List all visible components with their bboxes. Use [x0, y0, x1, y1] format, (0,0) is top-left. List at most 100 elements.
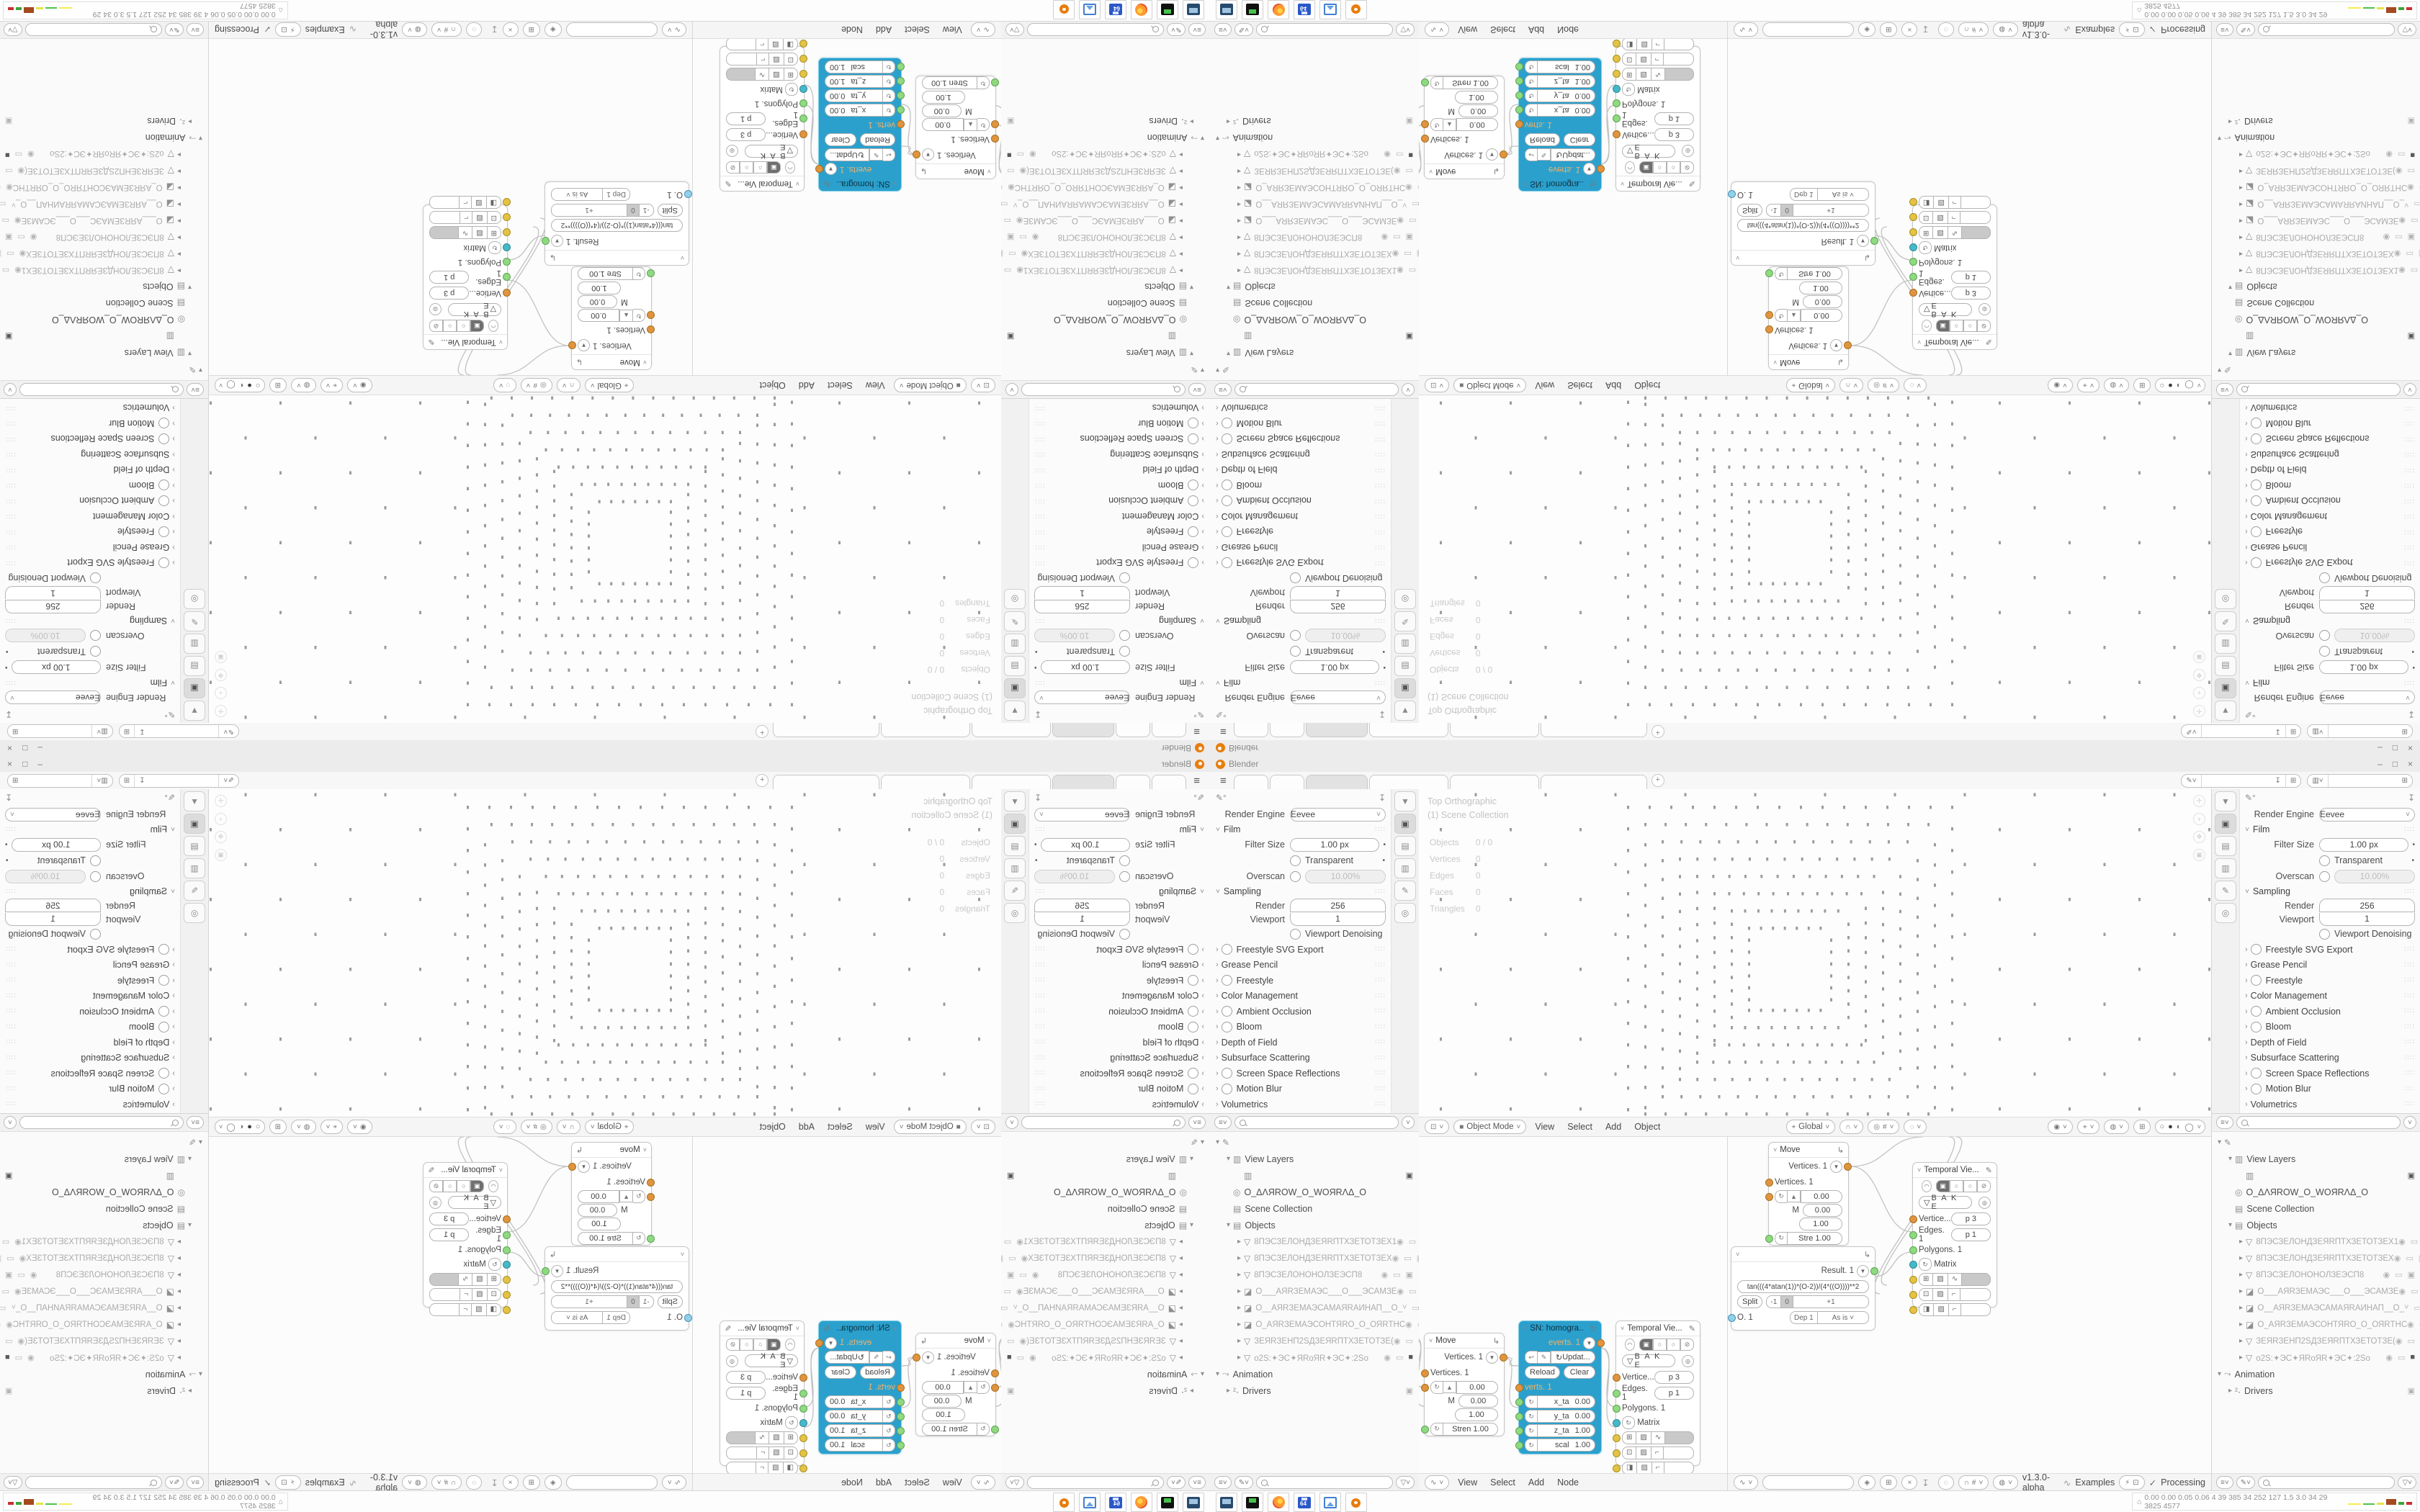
collapsed-panel[interactable]: › Depth of Field ∷∷ [1034, 464, 1204, 475]
outliner-row[interactable]: ▾ ⤳ Animation [145, 1369, 203, 1380]
collapsed-panel[interactable]: › Bloom ∷∷ [1216, 1021, 1386, 1032]
taskbar-screenshot-app[interactable] [1183, 0, 1204, 19]
node-tree-name-field[interactable] [1762, 22, 1855, 37]
collapsed-panel[interactable]: › Ambient Occlusion ∷∷ [1034, 1006, 1204, 1017]
overscan-field[interactable]: 10.00% [5, 869, 86, 883]
outliner-row[interactable]: ▤ Scene Collection [1107, 1203, 1187, 1214]
scene-filter-dropdown[interactable]: ✎˅ [165, 1476, 184, 1489]
display-mode-dropdown[interactable]: ≡˅ [2216, 1476, 2233, 1489]
menu-object[interactable]: Object [759, 380, 786, 390]
panel-checkbox[interactable] [158, 495, 170, 506]
scene-properties-tab[interactable]: ✎ [1004, 881, 1026, 901]
panel-checkbox[interactable] [158, 944, 170, 955]
outliner-row[interactable]: ▸▽8ПЭСЗЕЛОНДЗЕЯRПТХЗЕТОТЗЕХ1◉▭▣ [1003, 1236, 1183, 1247]
proportional-edit-button[interactable]: ◎ # ˅ [520, 1120, 552, 1134]
display-mode-dropdown[interactable]: ≡˅ [1188, 23, 1206, 36]
new-tree-button[interactable]: ⊞ [1880, 22, 1898, 37]
collapsed-panel[interactable]: › Color Management ∷∷ [5, 510, 175, 521]
clear-button[interactable]: Clear [1563, 1366, 1595, 1379]
output-properties-tab[interactable]: ▤ [1004, 836, 1026, 856]
menu-view[interactable]: View [1458, 1477, 1478, 1488]
panel-checkbox[interactable] [1221, 495, 1232, 506]
taskbar-blender[interactable] [1053, 0, 1075, 19]
eye-toggle[interactable]: ◠ [1922, 1179, 1932, 1192]
outliner-row[interactable]: ▸ ▽ 8ПЭСЗЕЛОНОНОЛЗЕЭСП8 ◉ ▭ ▣ [5, 1269, 182, 1280]
outliner-row[interactable]: ▸▽8ПЭСЗЕЛОНДЗЕЯRПТХЗЕТОТЗЕХ1◉▭▣ [1, 265, 182, 276]
editor-type-button[interactable]: ⊡ ˅ [970, 1120, 995, 1134]
plus-button[interactable]: +1 [551, 1295, 628, 1308]
collapsed-panel[interactable]: › Freestyle ∷∷ [1216, 526, 1386, 537]
collapsed-panel[interactable]: › Screen Space Reflections ∷∷ [1216, 433, 1386, 444]
outliner-row[interactable]: ▸◪О__АЯRЗЕМАЭСАМАЯRАИНАП__О_˅▭▣ [1001, 199, 1183, 210]
p-field[interactable]: p 1 [1950, 271, 1991, 284]
outliner-row[interactable]: ▾ ▤ Objects [143, 1220, 192, 1230]
collapsed-panel[interactable]: › Freestyle SVG Export ∷∷ [2245, 557, 2415, 568]
menu-select[interactable]: Select [1567, 1122, 1592, 1132]
outliner-row[interactable]: ▸ ▽ о2S:✦ЭС✦ЯRоЯR✦ЭС✦:2Sо ◉ ▭ ■ [5, 149, 182, 160]
maximize-button[interactable]: □ [22, 759, 28, 769]
display-toggle-group[interactable]: ▣ ○ ○ ⊘ [1936, 320, 1991, 333]
collapsed-panel[interactable]: › Volumetrics ∷∷ [1216, 1099, 1386, 1110]
p-field[interactable]: p 3 [429, 1212, 470, 1225]
filter-size-field[interactable]: 1.00 px [2319, 837, 2409, 852]
world-properties-tab[interactable]: ◎ [1394, 589, 1416, 609]
outliner-row[interactable]: ▸▽8ПЭСЗЕЛОНДЗЕЯRПТХЗЕТОТЗЕХ◉▭▣ [2215, 246, 2420, 262]
properties-filter-tab[interactable]: ▼ [1004, 701, 1026, 721]
p-field[interactable]: p 3 [1950, 1212, 1991, 1225]
outliner-row[interactable]: ▸ ▽ 8ПЭСЗЕЛОНОНОЛЗЕЭСП8 ◉ ▭ ▣ [1007, 1269, 1183, 1280]
outliner-row[interactable]: ▾ ✎ [1190, 364, 1205, 375]
panel-checkbox[interactable] [2250, 975, 2262, 986]
display-mode-dropdown[interactable]: ≡˅ [2216, 1116, 2233, 1129]
collapsed-panel[interactable]: › Depth of Field ∷∷ [2245, 464, 2415, 475]
display-mode-dropdown[interactable]: ≡˅ [1214, 1116, 1232, 1129]
examples-menu[interactable]: Examples [2075, 1477, 2115, 1488]
pin-icon[interactable]: ↧ [5, 793, 13, 803]
outliner-row[interactable]: ▸◪О_АЯRЗЕМАЭСОНТЯRО_О_ОЯRТНС◉▭▣ [0, 179, 205, 196]
proportional-edit-button[interactable]: ◎ # ˅ [1868, 378, 1900, 392]
scene-name-field[interactable] [2202, 725, 2271, 737]
extra-tool-button[interactable]: ◌ ˅ [493, 378, 516, 392]
collapsed-panel[interactable]: › Ambient Occlusion ∷∷ [2245, 495, 2415, 506]
eye-toggle[interactable]: ◠ [1625, 1338, 1635, 1351]
outliner-row[interactable]: ▾ ▤ Objects [1226, 282, 1276, 292]
outliner-row[interactable]: ▾ ✎ [188, 364, 203, 375]
collapsed-panel[interactable]: › Ambient Occlusion ∷∷ [1216, 1006, 1386, 1017]
viewport-gizmos[interactable]: ✛ + ✥ ▣ [215, 795, 227, 861]
collapsed-panel[interactable]: › Subsurface Scattering ∷∷ [1216, 1053, 1386, 1063]
collapsed-panel[interactable]: › Screen Space Reflections ∷∷ [2245, 433, 2415, 444]
world-properties-tab[interactable]: ◎ [2215, 589, 2236, 609]
viewport-denoising-checkbox[interactable] [1119, 928, 1130, 940]
collapsed-panel[interactable]: › Depth of Field ∷∷ [1034, 1037, 1204, 1048]
collapsed-panel[interactable]: › Subsurface Scattering ∷∷ [2245, 1053, 2415, 1063]
menu-select[interactable]: Select [1490, 24, 1515, 35]
outliner-row[interactable]: ▸ ▽ о2S:✦ЭС✦ЯRоЯR✦ЭС✦:2Sо ◉ ▭ ■ [1237, 1352, 1413, 1363]
world-properties-tab[interactable]: ◎ [184, 589, 205, 609]
maximize-button[interactable]: □ [2392, 743, 2398, 753]
snap-dropdown[interactable]: ∩ # ˅ [431, 22, 462, 37]
outliner-row[interactable]: ▾ ⤳ Animation [2217, 132, 2275, 144]
collapsed-panel[interactable]: › Color Management ∷∷ [2245, 991, 2415, 1002]
outliner-row[interactable]: ▸ ▽ 8ПЭСЗЕЛОНОНОЛЗЕЭСП8 ◉ ▭ ▣ [2238, 1269, 2415, 1280]
node-move-2[interactable]: ˅ Move ↳ Vertices. 1 ▼ Vertices. 1 ↻ ▲ 0.00 M… [1765, 266, 1852, 370]
collapsed-panel[interactable]: › Subsurface Scattering ∷∷ [2245, 449, 2415, 459]
collapsed-panel[interactable]: › Ambient Occlusion ∷∷ [1034, 495, 1204, 506]
outliner-row[interactable]: ▤ Scene Collection [1233, 1203, 1313, 1214]
outliner-row[interactable]: ▸ ²˖ Drivers ▣ [1007, 116, 1194, 127]
scene-filter-dropdown[interactable]: ✎˅ [1234, 23, 1253, 36]
outliner-row[interactable]: ▸ ▽ о2S:✦ЭС✦ЯRоЯR✦ЭС✦:2Sо ◉ ▭ ■ [1007, 149, 1183, 160]
update-button[interactable]: ↻ [857, 150, 864, 159]
properties-filter-tab[interactable]: ▼ [1394, 791, 1416, 811]
p-field[interactable]: p 1 [1950, 1228, 1991, 1241]
outliner-row[interactable]: ▥ ▣ [2215, 1167, 2420, 1184]
collapsed-panel[interactable]: › Subsurface Scattering ∷∷ [1034, 449, 1204, 459]
node-move-2[interactable]: ˅ Move ↳ Vertices. 1 ▼ Vertices. 1 ↻ ▲ 0.00 M… [1765, 1142, 1852, 1246]
collapsed-panel[interactable]: › Bloom ∷∷ [2245, 480, 2415, 491]
collapsed-panel[interactable]: › Screen Space Reflections ∷∷ [1034, 1068, 1204, 1079]
outliner-row[interactable]: ▸◪О_АЯRЗЕМАЭСОНТЯRО_О_ОЯRТНС◉▭▣ [1001, 1316, 1207, 1333]
extra-tool-button[interactable]: ◌ ˅ [1904, 378, 1927, 392]
panel-checkbox[interactable] [2250, 495, 2262, 506]
outliner-row[interactable]: ▥ ▣ [2215, 328, 2420, 345]
outliner-row[interactable]: ▾ ▥ View Layers [2228, 348, 2296, 359]
collapsed-panel[interactable]: › Motion Blur ∷∷ [2245, 1083, 2415, 1094]
display-mode-dropdown[interactable]: ≡˅ [1214, 1476, 1232, 1489]
